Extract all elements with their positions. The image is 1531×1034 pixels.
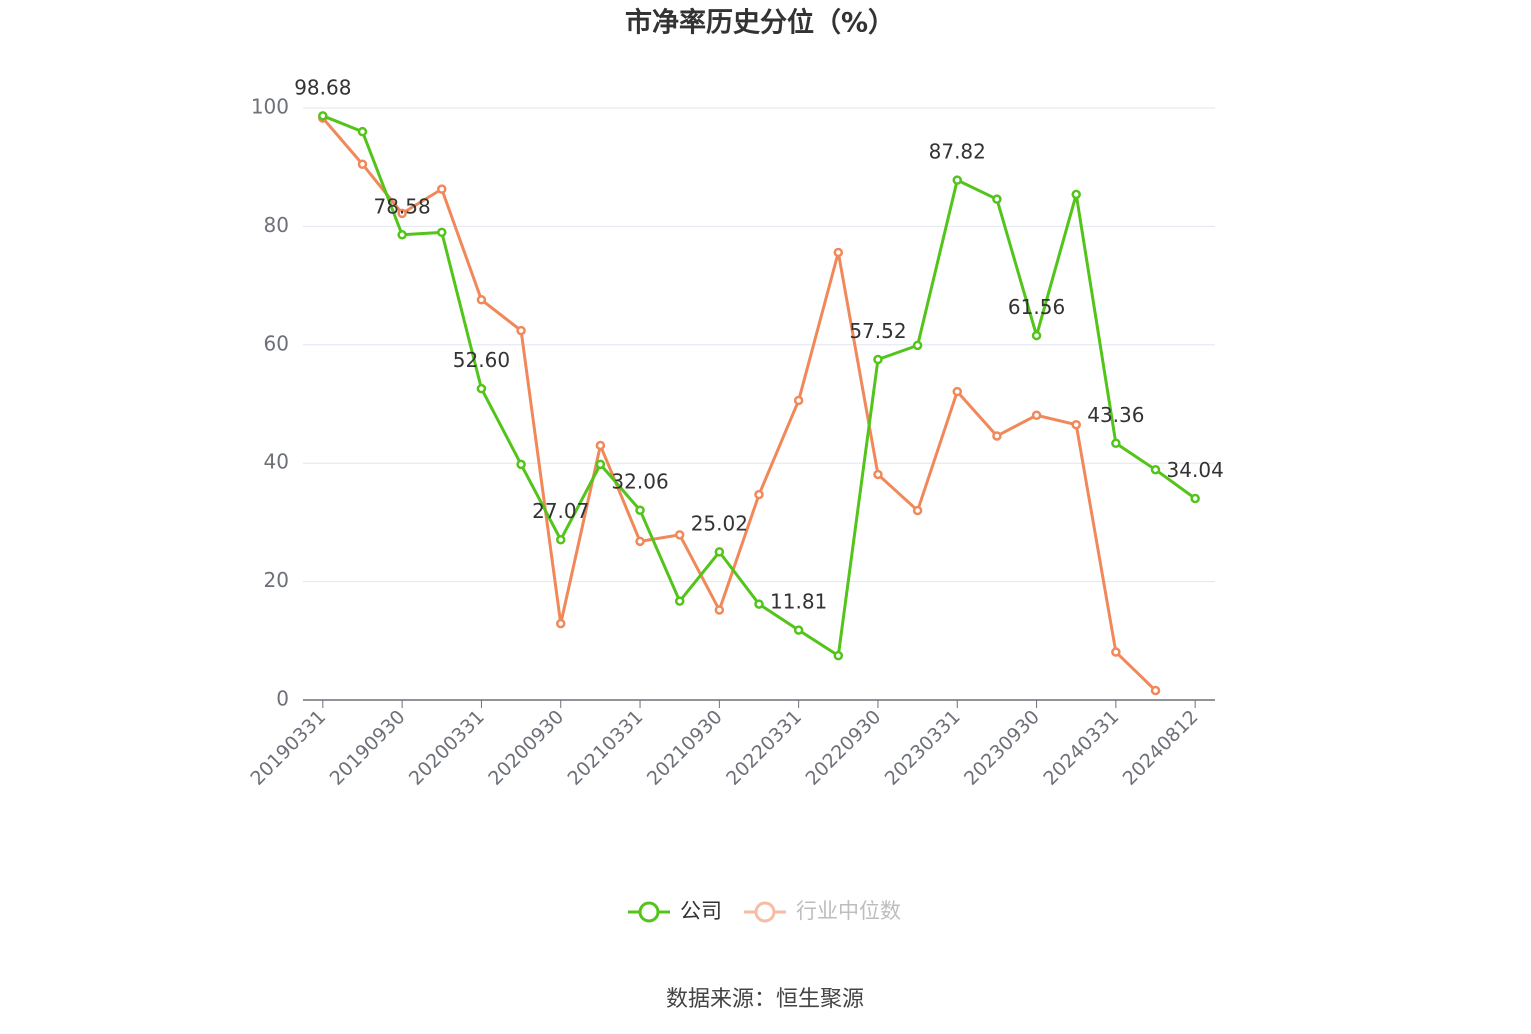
data-point [318,111,328,121]
data-point [1071,189,1081,200]
data-point [912,340,923,351]
data-point [833,650,844,661]
data-point [437,184,447,194]
data-point [754,599,764,609]
legend-item[interactable]: 公司 [628,899,722,923]
data-point [1150,464,1161,475]
x-tick-label: 20200930 [484,706,568,790]
data-point [1150,685,1161,696]
legend-label: 公司 [680,899,722,923]
data-point [1111,438,1121,449]
data-point [873,469,883,480]
legend-marker [754,901,776,923]
data-point [912,505,923,516]
data-label: 61.56 [1008,295,1065,319]
data-point [437,227,447,238]
data-point [833,247,844,258]
data-point [992,431,1002,441]
data-label: 34.04 [1167,458,1224,482]
x-tick-label: 20220331 [722,706,806,790]
data-point [992,194,1002,204]
x-tick-label: 20240812 [1119,706,1203,790]
data-point [397,230,407,240]
y-tick-label: 80 [264,213,289,237]
data-label: 11.81 [770,590,827,614]
data-point [754,489,764,500]
data-point [1111,647,1121,657]
data-label: 32.06 [611,470,668,494]
data-label: 52.60 [453,348,510,372]
data-point [952,175,963,185]
data-point [516,459,526,470]
data-label: 27.07 [532,499,589,523]
y-tick-label: 40 [264,450,289,474]
data-point [555,618,566,629]
chart-title: 市净率历史分位（%） [625,7,895,39]
data-point [635,536,645,547]
data-label: 43.36 [1087,403,1144,427]
x-tick-label: 20200331 [405,706,489,790]
data-point [555,534,566,545]
data-label: 78.58 [373,194,430,218]
data-point [873,354,883,365]
data-point [595,459,606,470]
data-point [674,596,685,606]
data-point [714,547,725,557]
x-tick-label: 20230930 [960,706,1044,790]
data-point [516,325,526,336]
x-tick-label: 20210331 [564,706,648,790]
x-tick-label: 20190331 [246,706,330,790]
data-point [793,625,804,635]
legend-marker [638,901,660,923]
x-tick-label: 20240331 [1039,706,1123,790]
data-label: 87.82 [929,140,986,164]
data-point [357,159,368,169]
y-tick-label: 20 [264,568,289,592]
x-tick-label: 20230331 [881,706,965,790]
data-point [1190,493,1200,504]
series-line [322,114,1197,658]
data-point [674,530,685,540]
y-tick-label: 0 [276,687,289,711]
legend-label: 行业中位数 [796,899,901,923]
data-point [476,295,487,305]
data-point [1031,330,1042,341]
data-point [357,126,368,137]
data-point [714,605,725,615]
data-point [952,386,963,397]
data-label: 98.68 [294,75,351,99]
y-tick-label: 100 [251,95,289,119]
data-point [1031,410,1042,420]
x-tick-label: 20190930 [326,706,410,790]
data-point [397,208,407,219]
data-point [476,383,487,394]
data-point [1071,419,1081,430]
data-point [793,395,804,406]
y-tick-label: 60 [264,331,289,355]
data-label: 25.02 [691,511,748,535]
legend-item[interactable]: 行业中位数 [744,899,901,923]
source-note: 数据来源：恒生聚源 [666,987,864,1012]
data-point [635,505,645,515]
x-tick-label: 20220930 [801,706,885,790]
data-label: 57.52 [849,319,906,343]
data-point [595,440,606,451]
x-tick-label: 20210930 [643,706,727,790]
series-line [321,117,1157,692]
